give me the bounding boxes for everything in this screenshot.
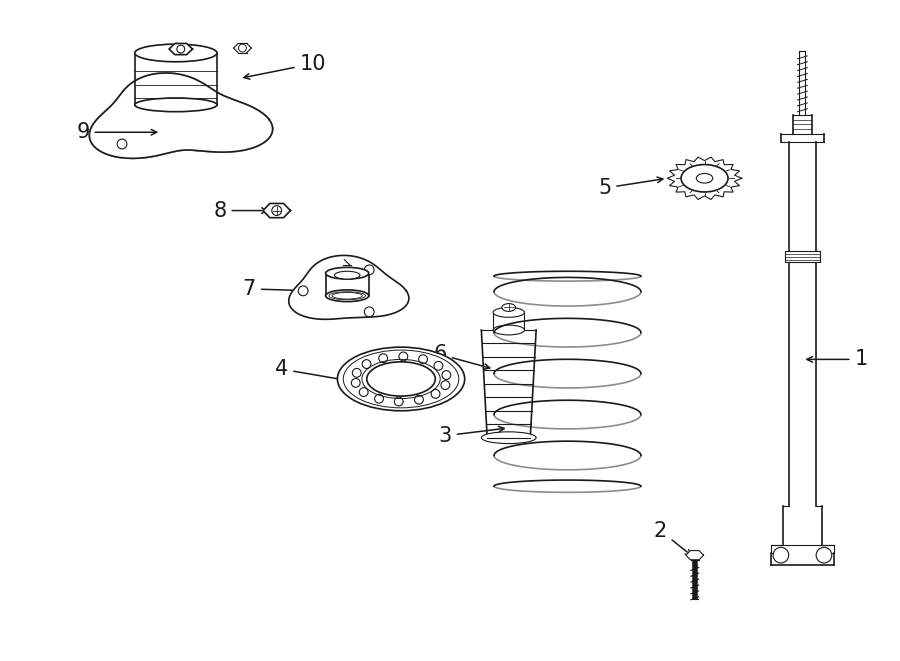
Polygon shape (89, 73, 273, 159)
Circle shape (399, 352, 408, 361)
Circle shape (364, 265, 374, 275)
Circle shape (431, 389, 440, 399)
Ellipse shape (493, 307, 525, 317)
Text: 3: 3 (438, 426, 504, 446)
Circle shape (177, 45, 184, 53)
Circle shape (298, 286, 308, 295)
Text: 4: 4 (275, 359, 346, 382)
Circle shape (117, 139, 127, 149)
Circle shape (441, 381, 450, 389)
Ellipse shape (367, 362, 436, 396)
Circle shape (351, 379, 360, 387)
Ellipse shape (135, 44, 217, 61)
Ellipse shape (502, 303, 516, 311)
Ellipse shape (135, 98, 217, 112)
Circle shape (394, 397, 403, 406)
Text: 5: 5 (598, 177, 663, 198)
Polygon shape (263, 204, 291, 217)
Circle shape (374, 395, 383, 403)
Ellipse shape (338, 347, 464, 410)
Text: 1: 1 (807, 350, 868, 369)
Ellipse shape (482, 432, 536, 444)
Text: 8: 8 (213, 200, 267, 221)
Text: 7: 7 (243, 279, 309, 299)
Circle shape (418, 355, 427, 364)
Ellipse shape (326, 290, 369, 301)
Text: 2: 2 (654, 521, 691, 555)
Circle shape (415, 395, 423, 404)
Circle shape (773, 547, 788, 563)
Circle shape (272, 206, 282, 215)
Ellipse shape (697, 173, 713, 183)
Bar (785, 251, 820, 262)
Text: 6: 6 (434, 344, 490, 369)
Ellipse shape (681, 165, 728, 192)
Circle shape (362, 360, 371, 368)
Polygon shape (667, 157, 742, 200)
Polygon shape (686, 551, 704, 560)
Circle shape (442, 371, 451, 379)
Circle shape (353, 368, 361, 377)
Circle shape (238, 44, 247, 52)
Ellipse shape (326, 267, 369, 279)
Polygon shape (289, 255, 409, 319)
Polygon shape (169, 44, 193, 55)
Text: 9: 9 (76, 122, 157, 142)
Circle shape (816, 547, 832, 563)
Text: 10: 10 (244, 54, 326, 79)
Ellipse shape (335, 271, 360, 279)
Ellipse shape (493, 325, 525, 335)
Circle shape (434, 362, 443, 370)
Circle shape (379, 354, 388, 363)
Circle shape (359, 388, 368, 397)
Circle shape (364, 307, 374, 317)
